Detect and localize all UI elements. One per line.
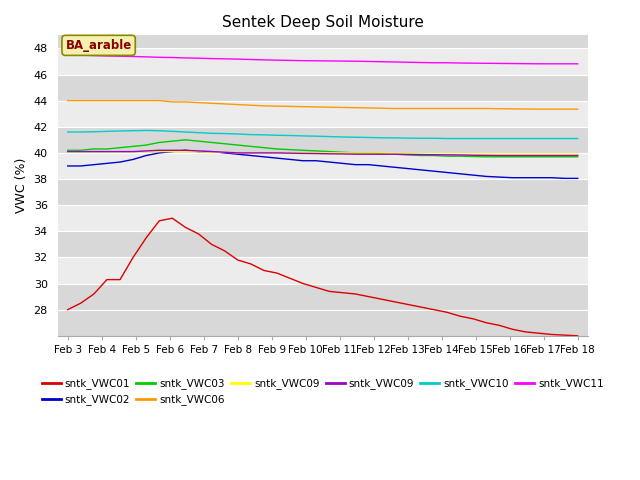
Title: Sentek Deep Soil Moisture: Sentek Deep Soil Moisture — [222, 15, 424, 30]
Legend: sntk_VWC01, sntk_VWC02, sntk_VWC03, sntk_VWC06, sntk_VWC09, sntk_VWC09, sntk_VWC: sntk_VWC01, sntk_VWC02, sntk_VWC03, sntk… — [38, 374, 608, 409]
Bar — [58, 284, 588, 310]
Bar — [58, 48, 588, 74]
Bar — [58, 74, 588, 101]
Text: BA_arable: BA_arable — [65, 39, 132, 52]
Bar — [58, 153, 588, 179]
Bar — [58, 231, 588, 257]
Bar — [58, 257, 588, 284]
Bar — [58, 36, 588, 48]
Bar — [58, 101, 588, 127]
Bar — [58, 310, 588, 336]
Y-axis label: VWC (%): VWC (%) — [15, 158, 28, 213]
Bar — [58, 179, 588, 205]
Bar — [58, 127, 588, 153]
Bar — [58, 205, 588, 231]
